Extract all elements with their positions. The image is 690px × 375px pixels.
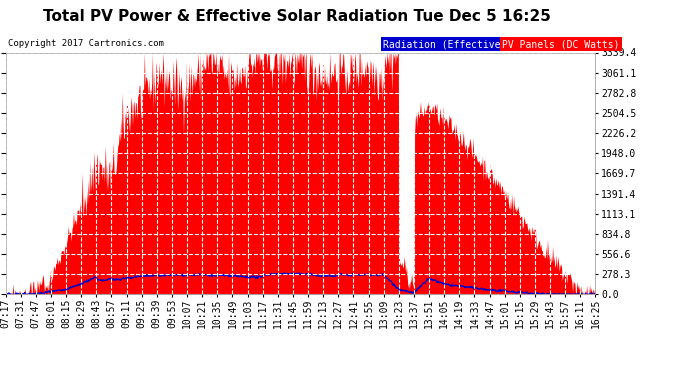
Text: Total PV Power & Effective Solar Radiation Tue Dec 5 16:25: Total PV Power & Effective Solar Radiati…: [43, 9, 551, 24]
Text: Copyright 2017 Cartronics.com: Copyright 2017 Cartronics.com: [8, 39, 164, 48]
Text: PV Panels (DC Watts): PV Panels (DC Watts): [502, 39, 620, 50]
Text: Radiation (Effective w/m2): Radiation (Effective w/m2): [383, 39, 535, 50]
